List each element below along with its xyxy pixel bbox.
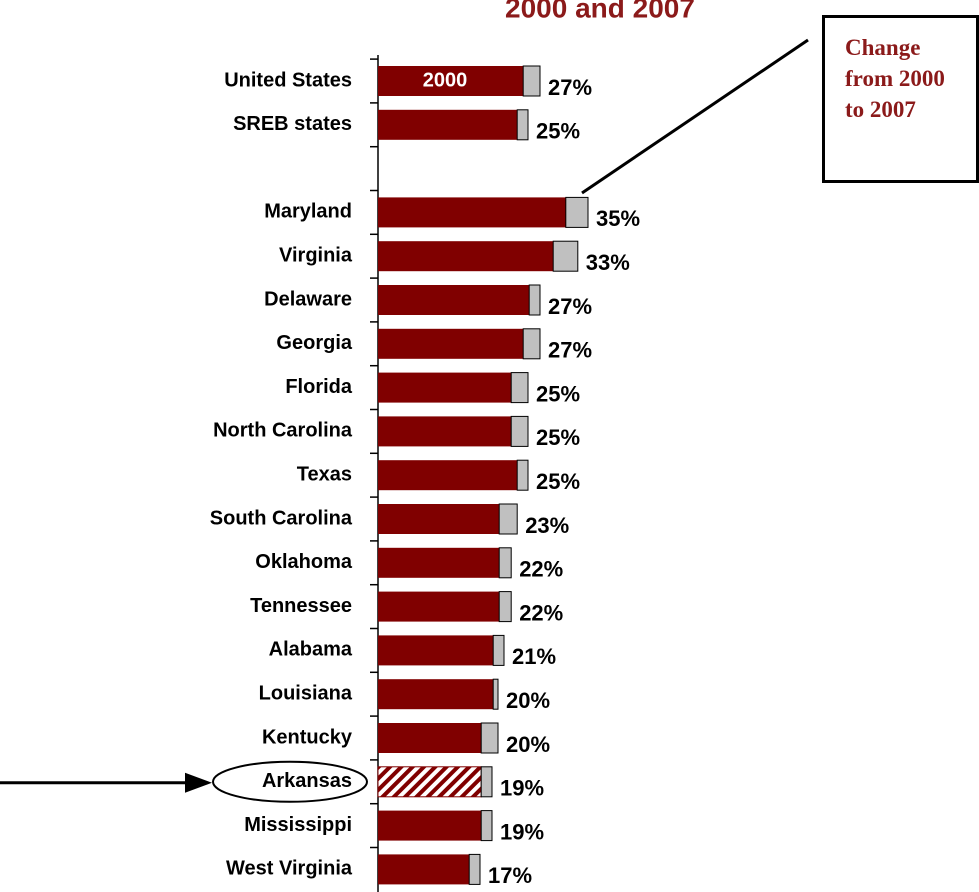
total-label: 25% xyxy=(536,381,580,406)
y-tick-label: Georgia xyxy=(276,332,352,354)
bar-segment xyxy=(378,810,482,841)
bar-segment xyxy=(378,372,512,403)
total-label: 35% xyxy=(596,206,640,231)
callout-box: Change from 2000 to 2007 xyxy=(822,15,979,183)
total-label: 25% xyxy=(536,119,580,144)
y-tick-label: Virginia xyxy=(279,244,353,266)
y-tick-label: West Virginia xyxy=(226,858,353,880)
bar-segment xyxy=(516,459,529,491)
bar-segment xyxy=(378,547,500,578)
y-tick-label: Tennessee xyxy=(250,595,352,617)
total-label: 27% xyxy=(548,75,592,100)
bar-segment xyxy=(378,591,500,622)
y-tick-label: North Carolina xyxy=(213,420,353,442)
y-tick-label: Florida xyxy=(285,376,353,398)
bar-segment xyxy=(468,853,481,885)
legend-label: 2000 xyxy=(423,69,468,91)
bar-segment xyxy=(377,766,482,798)
bar-segment xyxy=(498,591,512,623)
y-tick-label: SREB states xyxy=(233,113,352,135)
bar-segment xyxy=(480,810,493,842)
bar-segment xyxy=(565,196,589,228)
y-tick-label: Maryland xyxy=(264,201,352,223)
bar-segment xyxy=(522,65,541,97)
highlight-ellipse xyxy=(212,760,368,803)
bar-segment xyxy=(378,723,482,753)
bar-segment xyxy=(378,416,512,447)
bar-segment xyxy=(378,635,494,666)
total-label: 23% xyxy=(525,513,569,538)
bar-segment xyxy=(378,241,554,272)
total-label: 20% xyxy=(506,732,550,757)
bar-segment xyxy=(378,109,518,140)
bar-segment xyxy=(498,503,518,535)
bar-segment xyxy=(480,722,499,754)
bar-segment xyxy=(522,328,541,360)
bar-segment xyxy=(528,284,541,316)
bar-segment xyxy=(498,547,512,579)
bar-segment xyxy=(510,415,529,447)
callout-text: Change from 2000 to 2007 xyxy=(845,35,945,122)
y-tick-label: Oklahoma xyxy=(255,551,353,573)
bar-segment xyxy=(378,285,530,315)
total-label: 33% xyxy=(586,250,630,275)
total-label: 27% xyxy=(548,294,592,319)
y-tick-label: South Carolina xyxy=(210,507,353,529)
y-tick-label: Mississippi xyxy=(244,814,352,836)
bar-segment xyxy=(480,766,493,798)
total-label: 19% xyxy=(500,819,544,844)
bar-segment xyxy=(378,328,524,359)
bar-segment xyxy=(378,679,494,710)
total-label: 21% xyxy=(512,644,556,669)
bar-segment xyxy=(378,66,524,96)
y-tick-label: Louisiana xyxy=(259,682,353,704)
y-tick-label: United States xyxy=(224,69,352,91)
bar-segment xyxy=(552,240,579,272)
total-label: 25% xyxy=(536,469,580,494)
arrow-head xyxy=(185,772,212,793)
total-label: 27% xyxy=(548,338,592,363)
bar-segment xyxy=(492,634,505,666)
bar-segment xyxy=(492,678,499,710)
callout-line xyxy=(581,38,809,195)
bar-segment xyxy=(510,372,529,404)
y-tick-label: Alabama xyxy=(269,639,353,661)
bar-segment xyxy=(378,504,500,534)
total-label: 22% xyxy=(519,600,563,625)
y-tick-label: Kentucky xyxy=(262,726,353,748)
y-tick-label: Texas xyxy=(297,463,352,485)
total-label: 22% xyxy=(519,557,563,582)
y-tick-label: Arkansas xyxy=(262,770,352,792)
total-label: 17% xyxy=(488,863,532,888)
bar-segment xyxy=(378,854,470,885)
total-label: 20% xyxy=(506,688,550,713)
y-tick-label: Delaware xyxy=(264,288,352,310)
bar-segment xyxy=(516,109,529,141)
chart-title: 2000 and 2007 xyxy=(505,0,695,23)
total-label: 25% xyxy=(536,425,580,450)
bar-segment xyxy=(378,460,518,491)
total-label: 19% xyxy=(500,776,544,801)
bar-segment xyxy=(378,197,566,228)
